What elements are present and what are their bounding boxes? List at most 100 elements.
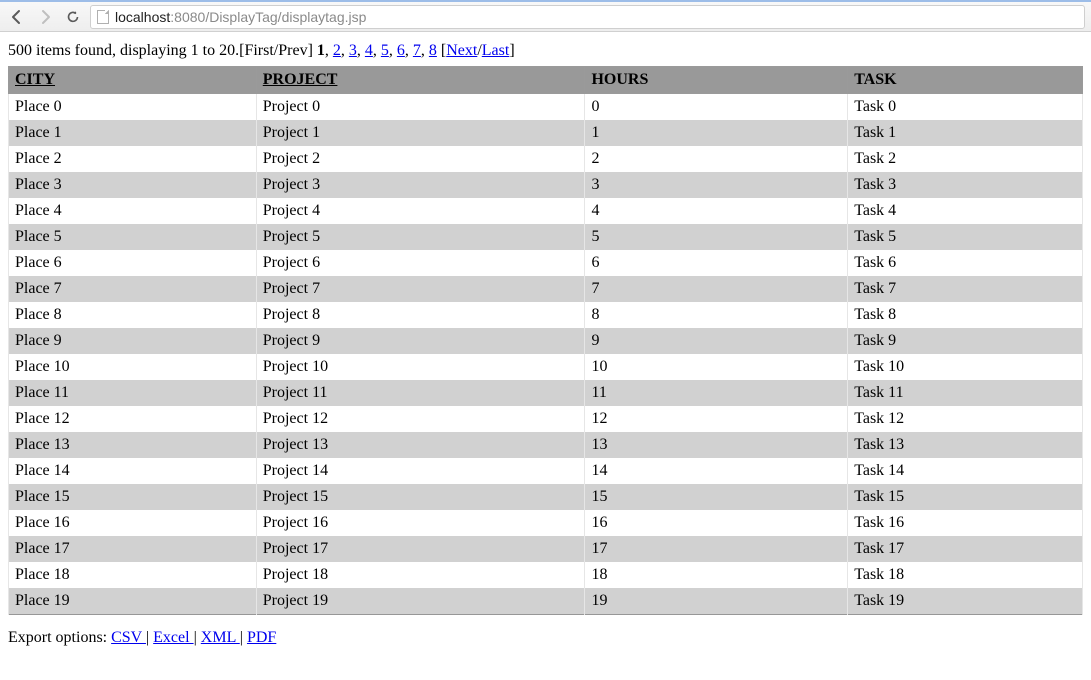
- table-row: Place 12Project 1212Task 12: [9, 406, 1083, 432]
- cell-project: Project 4: [256, 198, 585, 224]
- cell-hours: 7: [585, 276, 848, 302]
- cell-city: Place 6: [9, 250, 257, 276]
- page-icon: [97, 10, 109, 24]
- prev-link-disabled: Prev: [278, 42, 307, 59]
- export-label: Export options:: [8, 629, 111, 646]
- table-header-row: CITY PROJECT HOURSTASK: [9, 67, 1083, 94]
- column-header-hours: HOURS: [585, 67, 848, 94]
- cell-task: Task 13: [848, 432, 1083, 458]
- cell-city: Place 19: [9, 588, 257, 615]
- cell-project: Project 3: [256, 172, 585, 198]
- browser-toolbar: localhost:8080/DisplayTag/displaytag.jsp: [0, 0, 1091, 32]
- forward-button[interactable]: [34, 6, 56, 28]
- cell-hours: 18: [585, 562, 848, 588]
- cell-city: Place 7: [9, 276, 257, 302]
- cell-hours: 13: [585, 432, 848, 458]
- cell-hours: 5: [585, 224, 848, 250]
- cell-city: Place 0: [9, 94, 257, 121]
- cell-project: Project 18: [256, 562, 585, 588]
- cell-city: Place 16: [9, 510, 257, 536]
- cell-project: Project 9: [256, 328, 585, 354]
- cell-city: Place 2: [9, 146, 257, 172]
- cell-city: Place 8: [9, 302, 257, 328]
- url-port: :8080: [170, 9, 205, 25]
- cell-project: Project 7: [256, 276, 585, 302]
- table-body: Place 0Project 00Task 0Place 1Project 1 1…: [9, 94, 1083, 615]
- page-body: 500 items found, displaying 1 to 20.[Fir…: [0, 32, 1091, 667]
- cell-city: Place 10: [9, 354, 257, 380]
- table-row: Place 0Project 00Task 0: [9, 94, 1083, 121]
- table-row: Place 7Project 77Task 7: [9, 276, 1083, 302]
- cell-task: Task 2: [848, 146, 1083, 172]
- export-link[interactable]: CSV: [111, 629, 146, 646]
- table-row: Place 2Project 22Task 2: [9, 146, 1083, 172]
- export-link[interactable]: XML: [201, 629, 240, 646]
- table-row: Place 19Project 1919Task 19: [9, 588, 1083, 615]
- table-row: Place 11Project 1111Task 11: [9, 380, 1083, 406]
- export-link[interactable]: Excel: [153, 629, 193, 646]
- page-link[interactable]: 5: [381, 42, 389, 59]
- page-link[interactable]: 6: [397, 42, 405, 59]
- pagination-banner: 500 items found, displaying 1 to 20.[Fir…: [8, 42, 1083, 60]
- back-button[interactable]: [6, 6, 28, 28]
- cell-hours: 11: [585, 380, 848, 406]
- column-header-task: TASK: [848, 67, 1083, 94]
- cell-hours: 14: [585, 458, 848, 484]
- table-row: Place 9Project 99Task 9: [9, 328, 1083, 354]
- cell-hours: 0: [585, 94, 848, 121]
- table-row: Place 18Project 1818Task 18: [9, 562, 1083, 588]
- cell-project: Project 13: [256, 432, 585, 458]
- address-bar[interactable]: localhost:8080/DisplayTag/displaytag.jsp: [90, 5, 1085, 29]
- sort-link-city[interactable]: CITY: [15, 71, 55, 88]
- page-link[interactable]: 7: [413, 42, 421, 59]
- cell-hours: 16: [585, 510, 848, 536]
- cell-city: Place 18: [9, 562, 257, 588]
- cell-city: Place 1: [9, 120, 257, 146]
- column-header-project[interactable]: PROJECT: [256, 67, 585, 94]
- page-link[interactable]: 3: [349, 42, 357, 59]
- reload-button[interactable]: [62, 6, 84, 28]
- page-link[interactable]: 4: [365, 42, 373, 59]
- table-row: Place 3Project 33Task 3: [9, 172, 1083, 198]
- cell-task: Task 1: [848, 120, 1083, 146]
- page-links: , 2, 3, 4, 5, 6, 7, 8: [325, 42, 437, 59]
- next-link[interactable]: Next: [446, 42, 477, 59]
- table-row: Place 13Project 1313Task 13: [9, 432, 1083, 458]
- cell-task: Task 14: [848, 458, 1083, 484]
- column-header-city[interactable]: CITY: [9, 67, 257, 94]
- cell-task: Task 3: [848, 172, 1083, 198]
- url-path: /DisplayTag/displaytag.jsp: [205, 9, 366, 25]
- cell-project: Project 2: [256, 146, 585, 172]
- table-row: Place 6Project 66Task 6: [9, 250, 1083, 276]
- table-row: Place 10Project 1010Task 10: [9, 354, 1083, 380]
- last-link[interactable]: Last: [482, 42, 510, 59]
- table-row: Place 16Project 1616Task 16: [9, 510, 1083, 536]
- cell-project: Project 1: [256, 120, 585, 146]
- page-link[interactable]: 8: [429, 42, 437, 59]
- page-link[interactable]: 2: [333, 42, 341, 59]
- current-page: 1: [317, 42, 325, 59]
- cell-city: Place 17: [9, 536, 257, 562]
- sort-link-project[interactable]: PROJECT: [263, 71, 338, 88]
- export-link[interactable]: PDF: [247, 629, 276, 646]
- cell-project: Project 10: [256, 354, 585, 380]
- table-row: Place 15Project 1515Task 15: [9, 484, 1083, 510]
- cell-task: Task 4: [848, 198, 1083, 224]
- cell-hours: 9: [585, 328, 848, 354]
- cell-task: Task 12: [848, 406, 1083, 432]
- cell-hours: 17: [585, 536, 848, 562]
- cell-task: Task 9: [848, 328, 1083, 354]
- cell-hours: 6: [585, 250, 848, 276]
- cell-project: Project 17: [256, 536, 585, 562]
- cell-task: Task 0: [848, 94, 1083, 121]
- cell-hours: 10: [585, 354, 848, 380]
- table-row: Place 17Project 1717Task 17: [9, 536, 1083, 562]
- cell-task: Task 18: [848, 562, 1083, 588]
- url-host: localhost: [115, 9, 170, 25]
- cell-task: Task 10: [848, 354, 1083, 380]
- cell-city: Place 9: [9, 328, 257, 354]
- export-links: CSV | Excel | XML | PDF: [111, 629, 276, 646]
- cell-hours: 8: [585, 302, 848, 328]
- cell-task: Task 5: [848, 224, 1083, 250]
- cell-city: Place 3: [9, 172, 257, 198]
